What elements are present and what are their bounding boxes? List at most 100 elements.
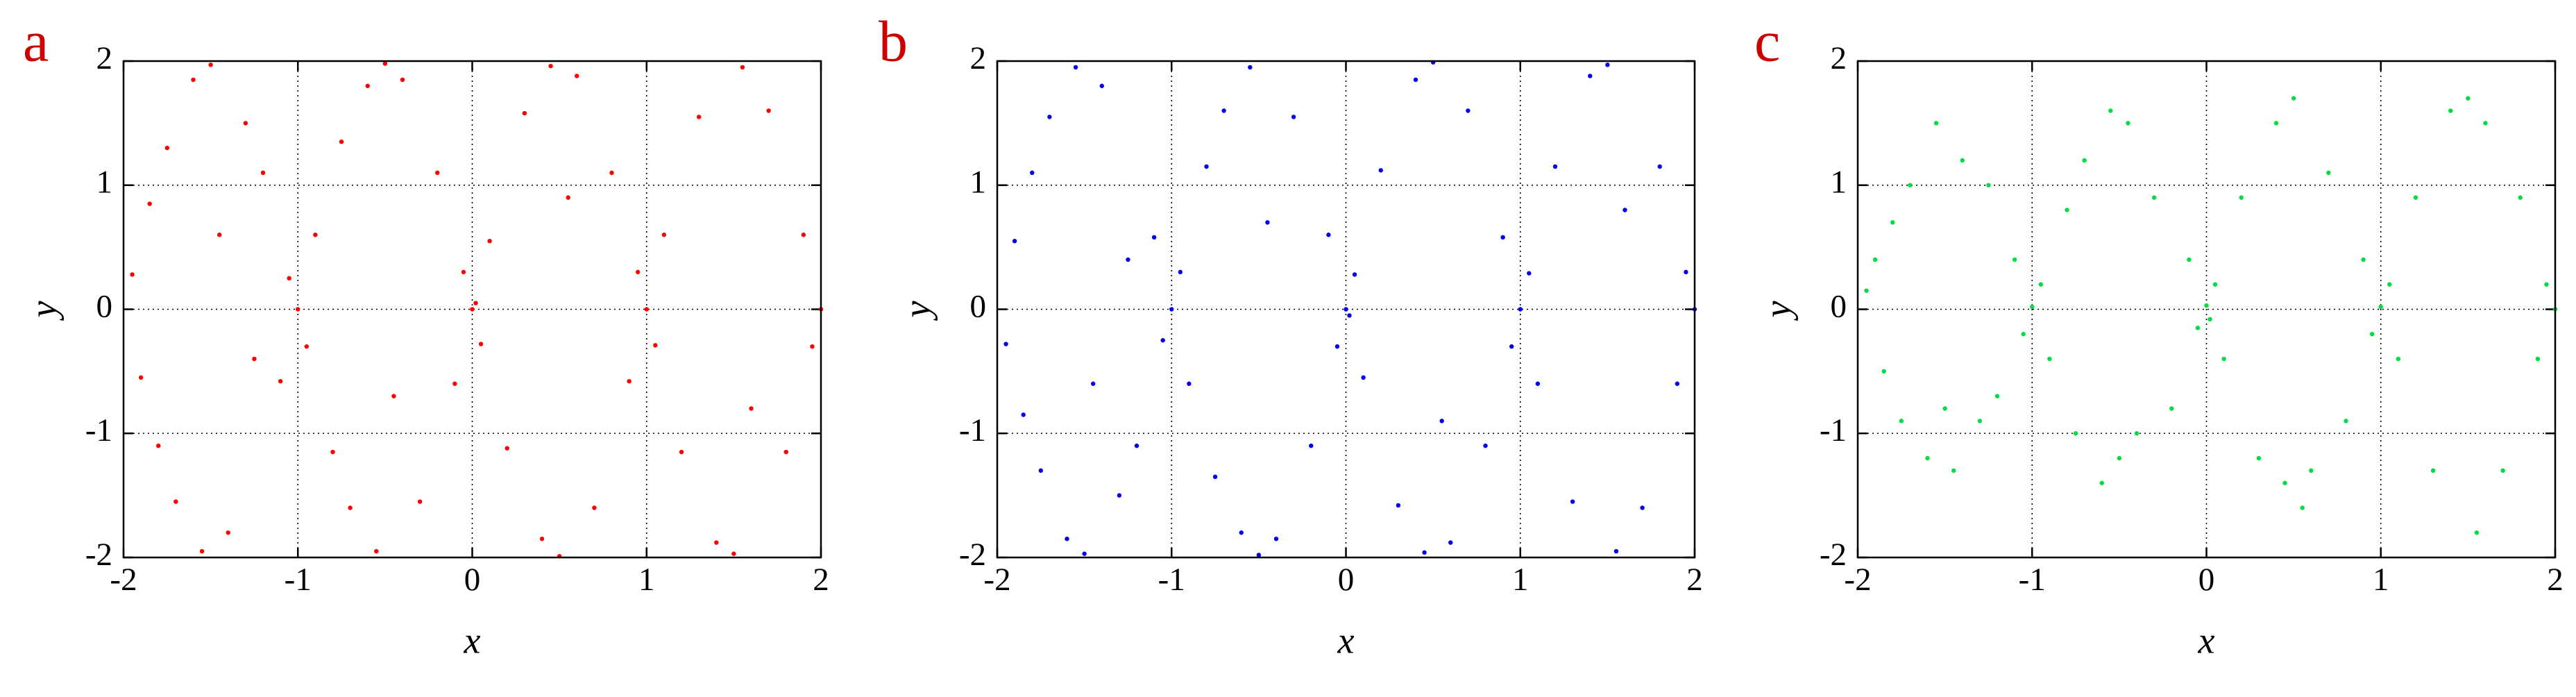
scatter-point: [2361, 257, 2366, 262]
scatter-point: [278, 378, 283, 384]
scatter-point: [1925, 455, 1930, 461]
y-tick-label: 0: [96, 288, 113, 324]
x-tick-label: -2: [110, 562, 137, 598]
scatter-point: [1500, 235, 1505, 240]
scatter-point: [1378, 168, 1383, 173]
panel: b -2 -1 0 1 2 -2 -1 0 1 2 x y: [879, 9, 1703, 661]
scatter-point: [365, 83, 370, 88]
scatter-point: [1570, 499, 1575, 504]
y-tick-label: 2: [970, 40, 987, 76]
scatter-point: [1021, 412, 1026, 417]
scatter-point: [199, 548, 205, 554]
panel-label: a: [23, 9, 49, 74]
scatter-point: [1099, 83, 1104, 88]
scatter-point: [2273, 121, 2279, 126]
scatter-point: [2518, 195, 2523, 200]
scatter-point: [2151, 195, 2157, 200]
scatter-point: [2544, 282, 2549, 287]
scatter-point: [1588, 74, 1593, 78]
y-tick-label: 0: [970, 288, 987, 324]
x-tick-label: 1: [638, 562, 655, 598]
scatter-point: [156, 443, 161, 448]
scatter-point: [2204, 303, 2209, 308]
scatter-point: [461, 269, 466, 275]
scatter-point: [2117, 455, 2122, 461]
scatter-point: [1552, 164, 1558, 169]
x-tick-label: -1: [285, 562, 312, 598]
scatter-point: [1352, 272, 1357, 277]
scatter-point: [391, 394, 396, 398]
scatter-point: [1012, 238, 1017, 244]
scatter-point: [417, 499, 423, 504]
scatter-point: [1221, 108, 1226, 113]
x-axis-label: x: [464, 619, 481, 661]
scatter-point: [2291, 96, 2296, 101]
scatter-point: [2073, 431, 2078, 436]
scatter-point: [208, 62, 213, 67]
scatter-point: [2387, 282, 2392, 287]
scatter-point: [138, 375, 144, 380]
scatter-point: [1038, 468, 1044, 473]
scatter-point: [2535, 356, 2541, 362]
scatter-point: [2169, 406, 2174, 411]
scatter-point: [661, 233, 667, 237]
scatter-point: [2483, 121, 2488, 126]
y-tick-label: 0: [1831, 288, 1847, 324]
scatter-point: [627, 378, 632, 384]
scatter-point: [1326, 233, 1331, 237]
y-tick-label: 2: [1831, 40, 1847, 76]
scatter-point: [2300, 505, 2305, 510]
scatter-point: [1986, 183, 1991, 187]
scatter-point: [1291, 115, 1296, 119]
scatter-point: [1003, 342, 1008, 346]
scatter-point: [1439, 419, 1444, 423]
scatter-point: [1126, 257, 1130, 262]
scatter-point: [749, 406, 754, 411]
plot-frame: [996, 60, 1696, 559]
scatter-point: [679, 449, 684, 455]
scatter-point: [130, 272, 135, 277]
x-tick-label: 1: [1512, 562, 1529, 598]
scatter-point: [801, 233, 806, 237]
scatter-point: [566, 195, 570, 200]
scatter-point: [2195, 326, 2201, 330]
scatter-point: [164, 145, 170, 151]
scatter-point: [2326, 170, 2331, 176]
scatter-point: [653, 343, 658, 348]
scatter-point: [1396, 503, 1401, 508]
scatter-point: [2030, 304, 2035, 310]
scatter-point: [592, 505, 597, 510]
scatter-point: [731, 551, 736, 556]
scatter-point: [2466, 96, 2471, 101]
y-tick-label: 1: [970, 165, 987, 201]
y-axis-label: y: [22, 301, 64, 321]
scatter-point: [2282, 480, 2287, 485]
scatter-point: [382, 61, 388, 66]
scatter-point: [1466, 108, 1471, 113]
scatter-point: [2256, 455, 2262, 461]
scatter-point: [1640, 505, 1645, 510]
scatter-point: [2369, 332, 2375, 337]
scatter-point: [1684, 269, 1688, 275]
scatter-point: [1347, 313, 1352, 318]
scatter-point: [575, 74, 579, 78]
scatter-point: [1273, 536, 1279, 541]
scatter-point: [1899, 419, 1904, 423]
y-tick-label: -2: [1820, 537, 1847, 573]
x-tick-label: 0: [2198, 562, 2215, 598]
scatter-point: [260, 170, 266, 176]
scatter-point: [2239, 195, 2244, 200]
scatter-point: [1309, 443, 1314, 448]
scatter-point: [1483, 443, 1488, 448]
y-tick-label: 1: [96, 165, 113, 201]
scatter-point: [1509, 344, 1514, 349]
scatter-point: [2047, 356, 2052, 362]
scatter-point: [1448, 540, 1453, 545]
scatter-point: [452, 381, 457, 386]
x-tick-label: 2: [2547, 562, 2564, 598]
scatter-point: [1890, 220, 1895, 225]
scatter-point: [2187, 257, 2192, 262]
scatter-point: [313, 233, 318, 237]
scatter-point: [1605, 62, 1610, 67]
